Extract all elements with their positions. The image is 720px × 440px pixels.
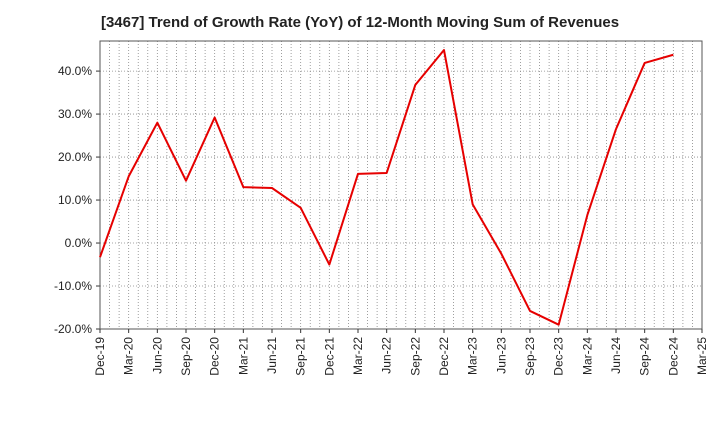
y-tick-label: -10.0% (54, 279, 92, 293)
x-tick-label: Sep-23 (523, 337, 537, 376)
plot-frame (99, 40, 703, 330)
x-tick-label: Dec-23 (552, 337, 566, 376)
x-tick-label: Jun-23 (494, 337, 508, 374)
y-tick-label: 30.0% (58, 107, 92, 121)
x-tick-label: Mar-21 (236, 337, 250, 375)
x-tick-label: Mar-22 (351, 337, 365, 375)
x-tick-label: Jun-22 (380, 337, 394, 374)
x-tick-label: Mar-20 (122, 337, 136, 375)
x-tick-label: Dec-22 (437, 337, 451, 376)
x-tick-label: Jun-24 (609, 337, 623, 374)
y-tick-label: 20.0% (58, 150, 92, 164)
y-tick-label: 0.0% (65, 236, 93, 250)
x-tick-label: Dec-24 (666, 337, 680, 376)
x-tick-label: Sep-22 (408, 337, 422, 376)
x-tick-label: Sep-21 (294, 337, 308, 376)
x-tick-label: Dec-20 (208, 337, 222, 376)
x-tick-label: Jun-20 (150, 337, 164, 374)
x-tick-label: Dec-21 (322, 337, 336, 376)
x-tick-label: Sep-24 (638, 337, 652, 376)
y-tick-label: -20.0% (54, 322, 92, 336)
plot-area (100, 41, 702, 329)
x-tick-label: Sep-20 (179, 337, 193, 376)
y-tick-label: 40.0% (58, 64, 92, 78)
x-tick-label: Mar-25 (695, 337, 709, 375)
x-tick-label: Jun-21 (265, 337, 279, 374)
growth-rate-line (99, 49, 674, 326)
x-tick-label: Dec-19 (93, 337, 107, 376)
x-tick-label: Mar-23 (466, 337, 480, 375)
y-tick-label: 10.0% (58, 193, 92, 207)
chart-title: [3467] Trend of Growth Rate (YoY) of 12-… (100, 14, 620, 31)
x-tick-label: Mar-24 (580, 337, 594, 375)
